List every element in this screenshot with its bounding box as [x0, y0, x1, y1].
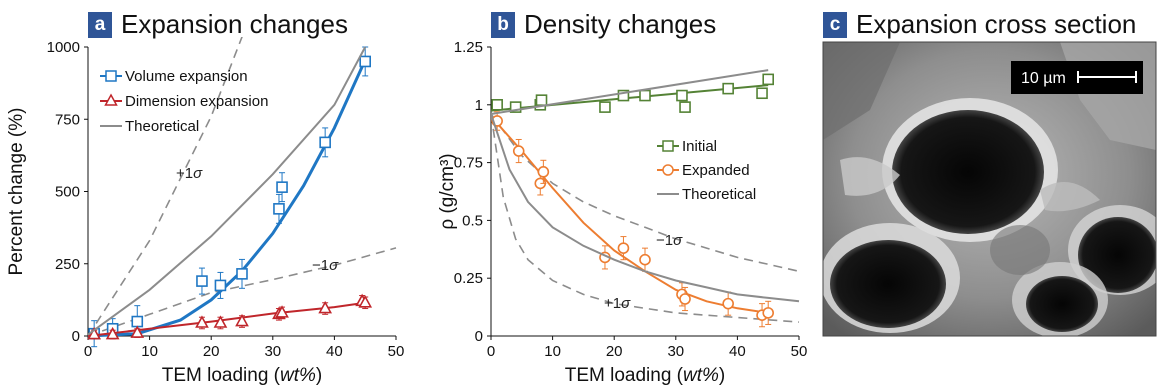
panel-a-badge: a: [88, 11, 112, 38]
y-tick-label-a: 500: [55, 184, 80, 201]
x-axis-label-a: TEM loading (wt%): [162, 365, 323, 386]
sigma-curve-b: [491, 113, 800, 323]
x-tick-label-a: 40: [326, 343, 343, 360]
panel-b-heading: Density changes: [524, 9, 717, 39]
y-tick-label-a: 1000: [47, 39, 80, 56]
x-tick-label-a: 50: [388, 343, 405, 360]
data-point-b: [599, 101, 611, 113]
data-point-b: [512, 145, 525, 157]
data-point-b: [509, 101, 522, 113]
fit-line-b: [491, 115, 769, 314]
data-point-b: [617, 242, 630, 254]
data-point-b: [756, 87, 768, 100]
panel-c-heading: Expansion cross section: [856, 9, 1137, 39]
x-tick-label-b: 40: [729, 343, 746, 360]
data-point-b: [537, 166, 550, 178]
legend-label-a: Dimension expansion: [125, 93, 268, 110]
legend-label-b: Expanded: [682, 162, 750, 179]
x-tick-label-b: 20: [606, 343, 623, 360]
y-tick-label-b: 0.75: [454, 155, 483, 172]
data-point-a: [214, 279, 227, 292]
data-point-a: [235, 313, 249, 327]
y-tick-label-a: 0: [72, 328, 80, 345]
y-tick-label-a: 250: [55, 256, 80, 273]
panel-c-title: c Expansion cross section: [823, 9, 1136, 40]
legend-label-a: Volume expansion: [125, 68, 248, 85]
legend-label-a: Theoretical: [125, 118, 199, 135]
legend-marker-a: [105, 70, 117, 82]
theoretical-curve-b: [491, 113, 800, 303]
data-point-a: [276, 181, 288, 193]
data-point-a: [359, 55, 372, 68]
data-point-a: [275, 305, 289, 318]
y-axis-label-b: ρ (g/cm³): [437, 153, 458, 229]
legend-marker-a: [104, 93, 118, 106]
x-tick-label-a: 0: [84, 343, 92, 360]
x-tick-label-b: 50: [791, 343, 808, 360]
x-tick-label-a: 20: [203, 343, 220, 360]
panel-b-badge: b: [491, 11, 515, 38]
y-axis-label-a: Percent change (%): [6, 108, 27, 276]
y-tick-label-b: 1.25: [454, 39, 483, 56]
x-tick-label-b: 30: [667, 343, 684, 360]
data-point-b: [639, 253, 651, 266]
data-point-a: [195, 315, 209, 328]
panel-a-title: a Expansion changes: [88, 9, 348, 40]
sigma-label-a: −1σ: [312, 257, 339, 274]
data-point-a: [213, 315, 228, 328]
theoretical-line-b: [491, 69, 769, 115]
data-point-a: [236, 268, 248, 280]
data-point-b: [676, 89, 688, 102]
x-axis-label-b: TEM loading (wt%): [565, 365, 726, 386]
legend-marker-b: [662, 140, 674, 152]
data-point-a: [130, 325, 145, 338]
legend-marker-b: [662, 164, 674, 176]
data-point-a: [318, 300, 333, 314]
x-tick-label-b: 10: [544, 343, 561, 360]
data-point-b: [617, 89, 630, 102]
panel-c-badge: c: [823, 11, 847, 38]
data-point-a: [105, 326, 120, 340]
data-point-a: [87, 326, 102, 340]
data-point-b: [679, 101, 691, 113]
sigma-curve-a: [88, 37, 243, 337]
data-point-a: [358, 295, 373, 308]
panel-b-title: b Density changes: [491, 9, 716, 40]
y-tick-label-a: 750: [55, 111, 80, 128]
legend-label-b: Theoretical: [682, 186, 756, 203]
data-point-a: [319, 136, 331, 149]
sigma-label-a: +1σ: [176, 165, 203, 182]
x-tick-label-a: 10: [141, 343, 158, 360]
legend-label-b: Initial: [682, 138, 717, 155]
panel-a-heading: Expansion changes: [121, 9, 348, 39]
x-tick-label-a: 30: [264, 343, 281, 360]
theoretical-line-a: [88, 46, 367, 336]
scale-bar-label: 10 µm: [1021, 70, 1066, 87]
data-point-b: [762, 307, 775, 319]
data-point-a: [196, 275, 208, 287]
y-tick-label-b: 0: [475, 328, 483, 345]
y-tick-label-b: 1: [475, 97, 483, 114]
data-point-b: [679, 293, 691, 305]
data-point-b: [722, 297, 734, 310]
y-tick-label-b: 0.25: [454, 270, 483, 287]
x-tick-label-b: 0: [487, 343, 495, 360]
data-point-a: [273, 203, 285, 215]
data-point-b: [722, 82, 734, 95]
data-point-b: [762, 73, 775, 86]
data-point-b: [491, 99, 503, 111]
sigma-label-b: +1σ: [604, 295, 631, 312]
y-tick-label-b: 0.5: [462, 212, 483, 229]
sigma-label-b: −1σ: [656, 232, 683, 249]
